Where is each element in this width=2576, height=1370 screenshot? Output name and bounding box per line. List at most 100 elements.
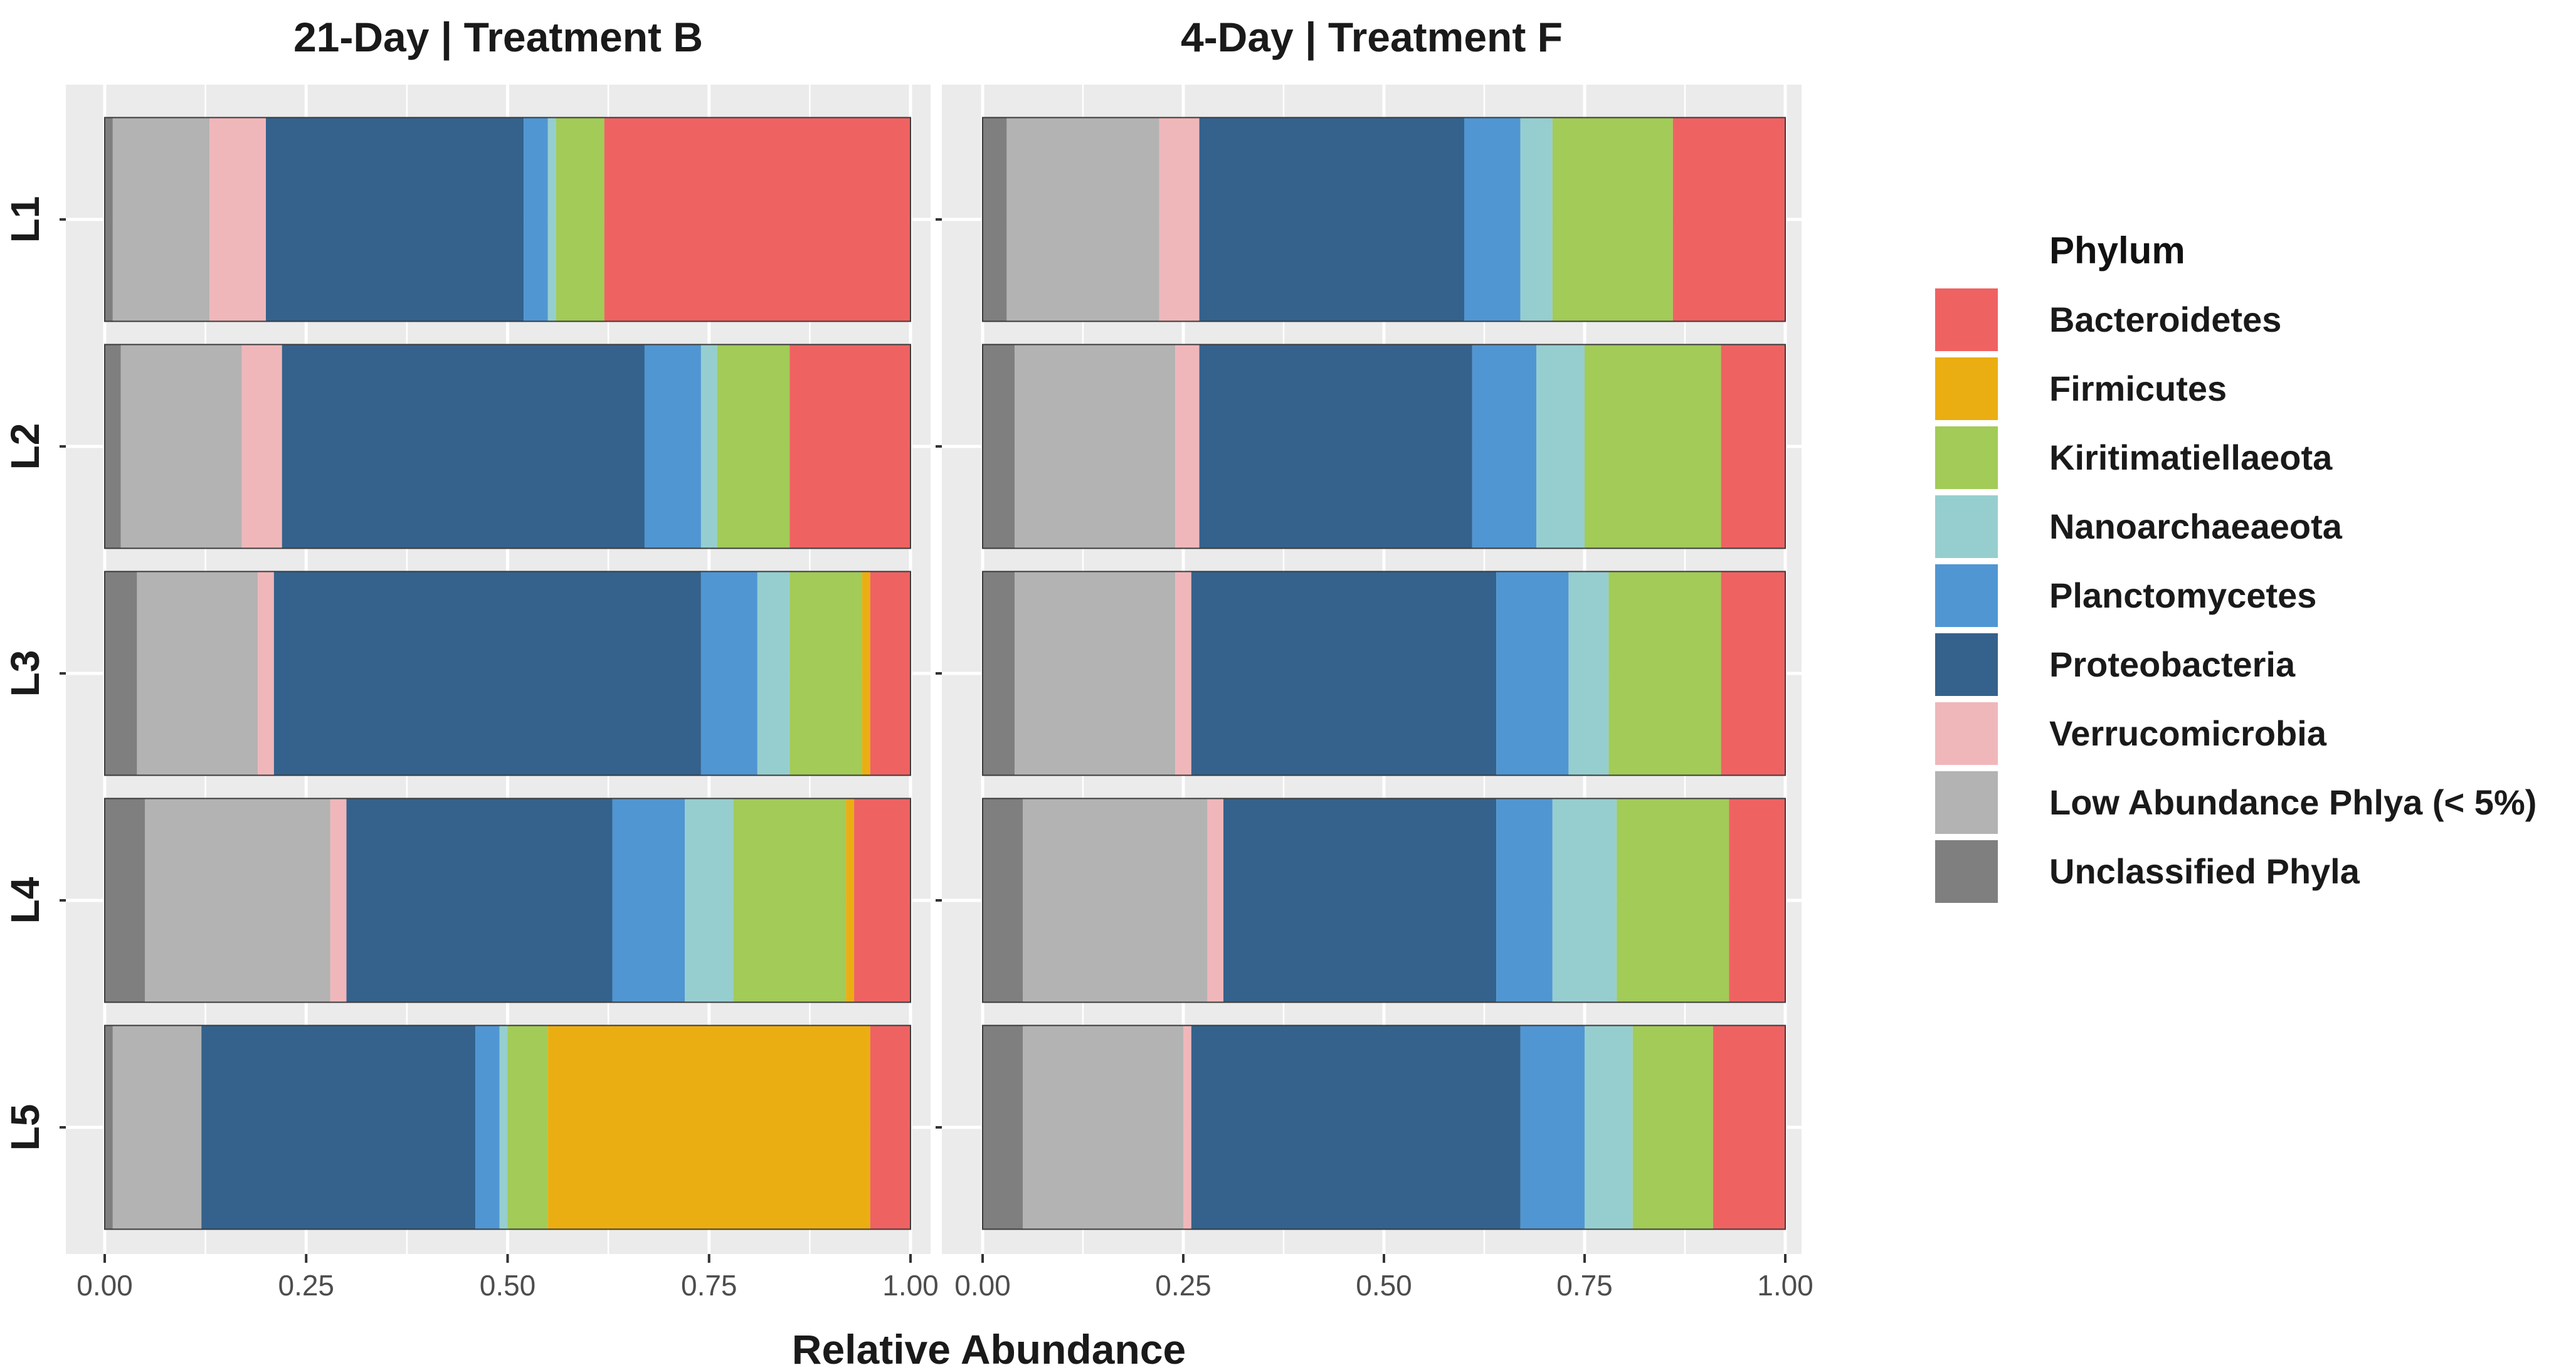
bar-outline-l5 [104,1025,911,1230]
chart-panels: 21-Day | Treatment B 0.00 0.25 0.50 0.75 1.00… [3,14,1813,1302]
bar-segment-unclassified-phyla-l3 [105,571,137,776]
panel-1: 21-Day | Treatment B 0.00 0.25 0.50 0.75 1.00 [60,14,939,1302]
bar-segment-proteobacteria-l1 [1199,117,1464,322]
bar-segment-low-abundance-phlya-5-l2 [120,344,242,549]
legend-swatch-verrucomicrobia [1935,702,1998,765]
bar-segment-proteobacteria-l1 [266,117,524,322]
bar-segment-nanoarchaeaeota-l4 [1552,798,1617,1003]
bar-outline-l3 [982,571,1786,776]
bar-segment-bacteroidetes-l5 [870,1025,911,1230]
bar-segment-nanoarchaeaeota-l3 [757,571,790,776]
legend-title: Phylum [2049,229,2185,271]
legend-label-planctomycetes: Planctomycetes [2049,576,2316,615]
bar-segment-unclassified-phyla-l5 [105,1025,113,1230]
bar-segment-planctomycetes-l1 [1464,117,1521,322]
legend-swatch-bacteroidetes [1935,288,1998,351]
legend: Phylum Bacteroidetes Firmicutes Kiritimati… [1935,229,2536,903]
bar-segment-verrucomicrobia-l2 [241,344,282,549]
bar-segment-firmicutes-l4 [846,798,855,1003]
legend-swatch-nanoarchaeaeota [1935,495,1998,558]
x-tick-label: 1.00 [1757,1269,1813,1302]
bar-segment-planctomycetes-l3 [700,571,757,776]
legend-swatch-firmicutes [1935,357,1998,420]
bar-segment-verrucomicrobia-l1 [1159,117,1200,322]
legend-swatch-proteobacteria [1935,633,1998,696]
bar-segment-nanoarchaeaeota-l3 [1568,571,1609,776]
bar-segment-bacteroidetes-l2 [789,344,911,549]
bar-segment-kiritimatiellaeota-l4 [1617,798,1729,1003]
bar-segment-bacteroidetes-l1 [604,117,911,322]
legend-label-bacteroidetes: Bacteroidetes [2049,300,2281,339]
bar-outline-l4 [982,798,1786,1003]
bar-segment-kiritimatiellaeota-l1 [556,117,604,322]
legend-swatch-low-abundance-phlya-5 [1935,771,1998,834]
legend-items: Bacteroidetes Firmicutes Kiritimatiellaeot… [1935,288,2536,903]
x-tick-label: 0.25 [278,1269,334,1302]
bar-segment-proteobacteria-l3 [1191,571,1497,776]
bar-segment-kiritimatiellaeota-l2 [717,344,790,549]
x-tick-label: 0.50 [1356,1269,1412,1302]
bar-outline-l1 [104,117,911,322]
bar-segment-planctomycetes-l2 [1472,344,1537,549]
bar-outline-l2 [982,344,1786,549]
bar-segment-unclassified-phyla-l1 [105,117,113,322]
legend-swatch-planctomycetes [1935,564,1998,627]
bar-segment-bacteroidetes-l4 [854,798,911,1003]
bar-segment-planctomycetes-l2 [644,344,701,549]
bar-segment-nanoarchaeaeota-l5 [1585,1025,1633,1230]
bar-segment-verrucomicrobia-l1 [209,117,266,322]
bar-segment-low-abundance-phlya-5-l3 [137,571,258,776]
bar-segment-proteobacteria-l2 [1199,344,1472,549]
bar-segment-proteobacteria-l2 [282,344,645,549]
bar-segment-proteobacteria-l5 [201,1025,476,1230]
bar-segment-low-abundance-phlya-5-l1 [112,117,210,322]
bar-segment-verrucomicrobia-l2 [1175,344,1200,549]
x-tick-label: 1.00 [882,1269,939,1302]
bar-segment-bacteroidetes-l3 [1721,571,1785,776]
legend-label-unclassified-phyla: Unclassified Phyla [2049,851,2360,891]
bar-segment-verrucomicrobia-l3 [1175,571,1191,776]
bar-segment-planctomycetes-l3 [1496,571,1569,776]
bar-segment-bacteroidetes-l3 [870,571,911,776]
bar-segment-kiritimatiellaeota-l5 [1632,1025,1713,1230]
bar-segment-unclassified-phyla-l2 [105,344,121,549]
legend-label-verrucomicrobia: Verrucomicrobia [2049,714,2327,753]
bar-segment-nanoarchaeaeota-l2 [1536,344,1585,549]
bar-segment-proteobacteria-l3 [273,571,701,776]
bar-segment-bacteroidetes-l5 [1713,1025,1785,1230]
x-tick-label: 0.75 [1556,1269,1613,1302]
bar-segment-unclassified-phyla-l3 [983,571,1015,776]
bar-segment-nanoarchaeaeota-l4 [685,798,734,1003]
x-tick-label: 0.25 [1155,1269,1211,1302]
bar-segment-firmicutes-l5 [547,1025,870,1230]
bar-segment-unclassified-phyla-l1 [983,117,1007,322]
bar-segment-firmicutes-l3 [862,571,870,776]
x-tick-label: 0.75 [681,1269,737,1302]
bar-segment-nanoarchaeaeota-l2 [700,344,717,549]
bar-outline-l5 [982,1025,1786,1230]
bar-segment-low-abundance-phlya-5-l4 [1023,798,1208,1003]
bar-segment-planctomycetes-l1 [524,117,548,322]
bar-outline-l3 [104,571,911,776]
bar-segment-verrucomicrobia-l3 [258,571,274,776]
legend-label-kiritimatiellaeota: Kiritimatiellaeota [2049,438,2333,477]
bar-segment-planctomycetes-l4 [1496,798,1553,1003]
bar-segment-proteobacteria-l4 [346,798,613,1003]
x-tick-label: 0.00 [77,1269,133,1302]
bar-segment-nanoarchaeaeota-l5 [499,1025,508,1230]
bar-segment-kiritimatiellaeota-l2 [1585,344,1721,549]
panel-title-1: 21-Day | Treatment B [293,14,703,61]
bar-outline-l2 [104,344,911,549]
legend-label-nanoarchaeaeota: Nanoarchaeaeota [2049,507,2343,546]
bar-segment-proteobacteria-l5 [1191,1025,1521,1230]
bar-segment-nanoarchaeaeota-l1 [547,117,556,322]
panel-title-2: 4-Day | Treatment F [1181,14,1563,61]
x-axis-title: Relative Abundance [792,1326,1186,1370]
bar-segment-low-abundance-phlya-5-l1 [1006,117,1159,322]
x-tick-label: 0.50 [480,1269,536,1302]
bar-segment-bacteroidetes-l1 [1672,117,1785,322]
bar-segment-proteobacteria-l4 [1223,798,1497,1003]
legend-label-proteobacteria: Proteobacteria [2049,645,2296,684]
bar-segment-kiritimatiellaeota-l3 [789,571,862,776]
bar-segment-planctomycetes-l5 [475,1025,500,1230]
